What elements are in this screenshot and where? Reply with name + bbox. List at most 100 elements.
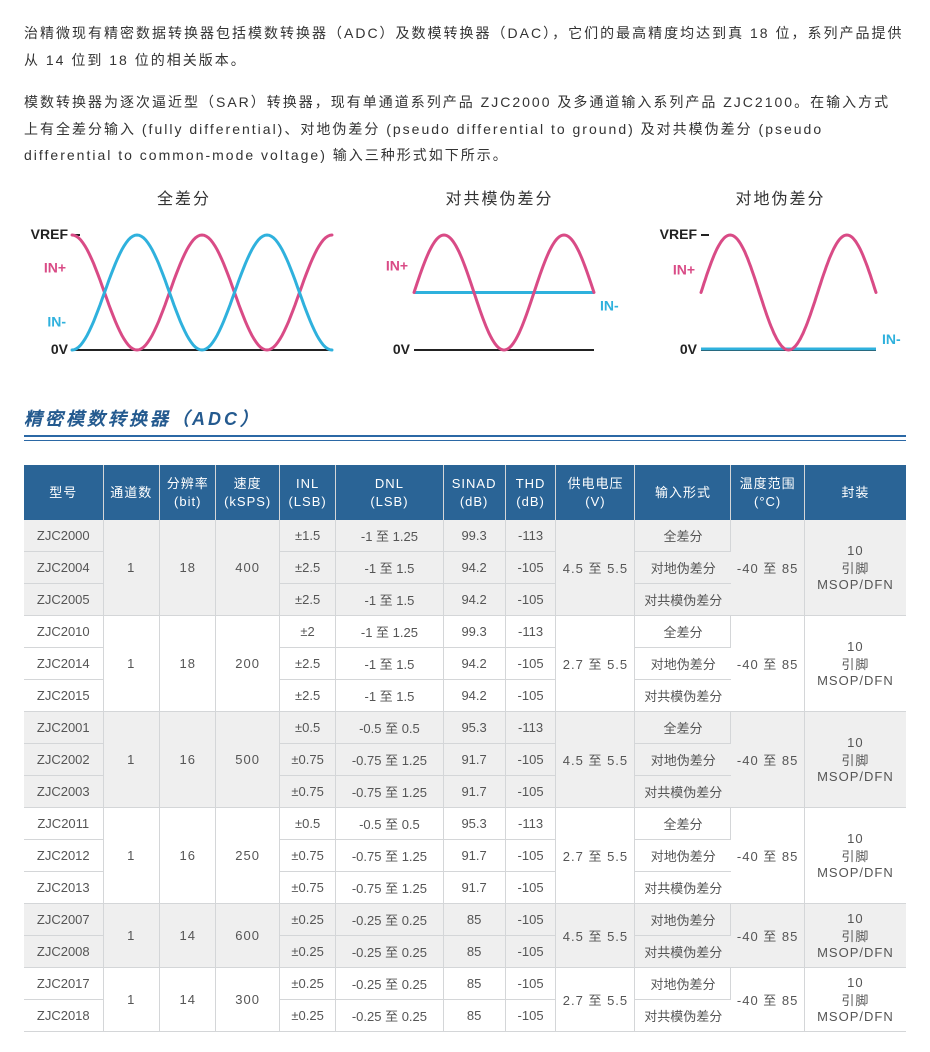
table-cell: -1 至 1.5	[336, 680, 443, 712]
table-cell: 10引脚 MSOP/DFN	[804, 616, 906, 712]
table-cell: 85	[443, 936, 505, 968]
table-cell: -105	[505, 680, 556, 712]
diagram-pseudo-cm: 对共模伪差分 IN+IN-0V	[374, 185, 625, 365]
table-cell: ZJC2017	[24, 968, 103, 1000]
svg-text:VREF: VREF	[31, 226, 69, 242]
table-cell: -1 至 1.5	[336, 552, 443, 584]
table-row: ZJC2000118400±1.5-1 至 1.2599.3-1134.5 至 …	[24, 520, 906, 552]
table-cell: 94.2	[443, 680, 505, 712]
table-cell: 对共模伪差分	[635, 776, 731, 808]
table-cell: ZJC2001	[24, 712, 103, 744]
table-cell: -40 至 85	[731, 968, 804, 1032]
table-row: ZJC2017114300±0.25-0.25 至 0.2585-1052.7 …	[24, 968, 906, 1000]
svg-text:VREF: VREF	[660, 226, 698, 242]
col-header: SINAD(dB)	[443, 465, 505, 520]
table-cell: ZJC2002	[24, 744, 103, 776]
table-cell: 1	[103, 808, 159, 904]
adc-header-row: 型号通道数分辨率(bit)速度(kSPS)INL(LSB)DNL(LSB)SIN…	[24, 465, 906, 520]
table-cell: 对地伪差分	[635, 968, 731, 1000]
table-cell: 600	[216, 904, 279, 968]
table-cell: ZJC2000	[24, 520, 103, 552]
col-header: 输入形式	[635, 465, 731, 520]
table-cell: -105	[505, 936, 556, 968]
table-cell: -0.75 至 1.25	[336, 840, 443, 872]
table-cell: ZJC2011	[24, 808, 103, 840]
col-header: 型号	[24, 465, 103, 520]
table-cell: 95.3	[443, 712, 505, 744]
svg-text:0V: 0V	[680, 341, 698, 357]
svg-text:0V: 0V	[393, 341, 411, 357]
intro-paragraph-1: 治精微现有精密数据转换器包括模数转换器（ADC）及数模转换器（DAC），它们的最…	[24, 20, 906, 73]
table-cell: 全差分	[635, 712, 731, 744]
table-cell: -1 至 1.5	[336, 584, 443, 616]
table-cell: -0.25 至 0.25	[336, 968, 443, 1000]
table-cell: 16	[159, 808, 215, 904]
table-cell: 10引脚 MSOP/DFN	[804, 904, 906, 968]
table-cell: ZJC2012	[24, 840, 103, 872]
table-cell: 95.3	[443, 808, 505, 840]
table-cell: -113	[505, 712, 556, 744]
table-cell: 250	[216, 808, 279, 904]
table-cell: ZJC2014	[24, 648, 103, 680]
table-cell: -40 至 85	[731, 712, 804, 808]
svg-text:IN+: IN+	[44, 259, 66, 275]
col-header: DNL(LSB)	[336, 465, 443, 520]
table-cell: 500	[216, 712, 279, 808]
table-cell: 99.3	[443, 616, 505, 648]
table-cell: ZJC2018	[24, 1000, 103, 1032]
diagram-title: 全差分	[24, 185, 344, 209]
table-cell: 400	[216, 520, 279, 616]
table-cell: 2.7 至 5.5	[556, 808, 635, 904]
col-header: 通道数	[103, 465, 159, 520]
table-cell: ±2.5	[279, 584, 335, 616]
table-cell: 对地伪差分	[635, 648, 731, 680]
table-cell: 4.5 至 5.5	[556, 904, 635, 968]
table-cell: -40 至 85	[731, 520, 804, 616]
table-cell: 1	[103, 904, 159, 968]
table-cell: 对共模伪差分	[635, 680, 731, 712]
table-cell: 18	[159, 520, 215, 616]
table-cell: -105	[505, 840, 556, 872]
table-cell: 94.2	[443, 552, 505, 584]
table-cell: -105	[505, 584, 556, 616]
adc-table: 型号通道数分辨率(bit)速度(kSPS)INL(LSB)DNL(LSB)SIN…	[24, 465, 906, 1032]
table-cell: -113	[505, 616, 556, 648]
table-cell: ±0.75	[279, 744, 335, 776]
table-cell: ±0.25	[279, 968, 335, 1000]
waveform-svg: VREF IN+ IN- 0V	[24, 215, 344, 365]
table-cell: 全差分	[635, 616, 731, 648]
table-cell: -0.75 至 1.25	[336, 872, 443, 904]
table-cell: ZJC2005	[24, 584, 103, 616]
table-cell: 4.5 至 5.5	[556, 712, 635, 808]
table-cell: ±0.75	[279, 776, 335, 808]
table-cell: 91.7	[443, 840, 505, 872]
table-cell: -0.25 至 0.25	[336, 904, 443, 936]
table-cell: ±0.75	[279, 872, 335, 904]
table-cell: -1 至 1.25	[336, 616, 443, 648]
table-cell: ZJC2010	[24, 616, 103, 648]
table-cell: ZJC2015	[24, 680, 103, 712]
col-header: 速度(kSPS)	[216, 465, 279, 520]
table-cell: -113	[505, 808, 556, 840]
svg-text:0V: 0V	[51, 341, 69, 357]
table-cell: -0.5 至 0.5	[336, 808, 443, 840]
col-header: INL(LSB)	[279, 465, 335, 520]
table-row: ZJC2001116500±0.5-0.5 至 0.595.3-1134.5 至…	[24, 712, 906, 744]
svg-text:IN-: IN-	[47, 313, 66, 329]
table-cell: -105	[505, 552, 556, 584]
table-cell: 对共模伪差分	[635, 936, 731, 968]
col-header: 封装	[804, 465, 906, 520]
table-cell: 10引脚 MSOP/DFN	[804, 968, 906, 1032]
table-cell: 91.7	[443, 776, 505, 808]
table-cell: ±0.25	[279, 936, 335, 968]
col-header: 分辨率(bit)	[159, 465, 215, 520]
table-cell: 对共模伪差分	[635, 1000, 731, 1032]
svg-text:IN+: IN+	[386, 257, 408, 273]
diagram-full-differential: 全差分 VREF IN+ IN- 0V	[24, 185, 344, 365]
table-cell: 85	[443, 1000, 505, 1032]
svg-text:IN+: IN+	[673, 261, 695, 277]
diagram-title: 对地伪差分	[655, 185, 906, 209]
table-cell: 99.3	[443, 520, 505, 552]
table-cell: -105	[505, 744, 556, 776]
table-cell: -0.25 至 0.25	[336, 1000, 443, 1032]
